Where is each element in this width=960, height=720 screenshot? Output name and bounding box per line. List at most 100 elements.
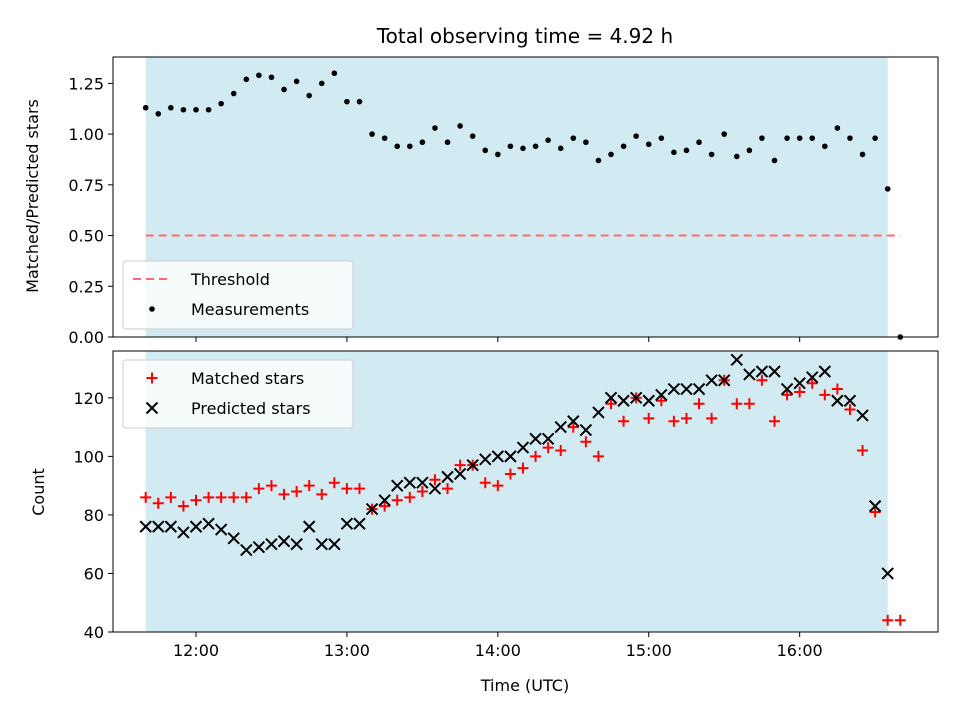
matched-star-point — [240, 491, 252, 503]
legend-box — [122, 359, 354, 429]
measurement-point — [884, 186, 891, 192]
measurement-point — [809, 135, 816, 141]
legend: Threshold Measurements — [122, 260, 354, 330]
measurement-point — [557, 145, 564, 152]
predicted-star-point — [441, 470, 454, 484]
matched-star-point — [643, 412, 655, 424]
predicted-star-point — [453, 467, 467, 481]
matched-star-point — [794, 386, 806, 398]
matched-star-point — [165, 491, 177, 503]
matched-star-point — [152, 497, 164, 509]
predicted-star-point — [466, 458, 479, 472]
measurement-point — [193, 106, 199, 113]
predicted-star-point — [240, 543, 253, 557]
predicted-star-point — [277, 535, 291, 548]
matched-star-point — [605, 398, 617, 410]
measurement-point — [696, 139, 702, 146]
measurement-point — [457, 123, 463, 129]
measurement-point — [796, 135, 803, 141]
measurement-point — [746, 147, 753, 154]
measurement-point — [419, 139, 426, 146]
measurement-point — [432, 125, 438, 131]
matched-star-point — [668, 415, 680, 427]
measurement-point — [608, 151, 614, 158]
y-tick-label: 100 — [73, 447, 104, 466]
predicted-star-point — [340, 517, 354, 530]
predicted-star-point — [265, 537, 278, 551]
measurement-point — [834, 125, 841, 131]
measurement-point — [230, 90, 237, 97]
predicted-star-point — [428, 482, 442, 495]
predicted-star-point — [856, 409, 869, 422]
predicted-star-point — [843, 394, 857, 407]
predicted-star-point — [868, 499, 882, 513]
y-tick-label: 80 — [84, 506, 104, 525]
matched-star-point — [228, 491, 240, 503]
matched-star-point — [769, 415, 781, 427]
predicted-star-point — [252, 540, 266, 554]
y-tick-label: 0.00 — [68, 328, 104, 347]
predicted-star-point — [214, 523, 228, 536]
predicted-star-point — [692, 382, 706, 396]
matched-star-point — [542, 442, 554, 454]
measurement-point — [520, 145, 526, 152]
matched-star-point — [328, 477, 340, 489]
predicted-star-point — [818, 365, 832, 378]
ratio-panel: 0.00 0.25 0.50 0.75 1.00 1.25 Threshold Measure… — [68, 56, 939, 347]
predicted-star-point — [881, 567, 894, 580]
measurement-point — [205, 106, 212, 113]
y-tick-label: 1.25 — [68, 74, 104, 93]
measurement-point — [293, 78, 300, 85]
matched-star-point — [303, 480, 315, 492]
predicted-star-point — [290, 537, 303, 551]
predicted-star-point — [743, 368, 756, 381]
matched-star-point — [517, 462, 529, 474]
legend-label: Predicted stars — [191, 399, 311, 418]
predicted-star-point — [717, 374, 731, 387]
matched-star-point — [857, 445, 869, 457]
y-tick-label: 60 — [84, 564, 104, 583]
measurement-point — [822, 143, 828, 150]
matched-star-point — [190, 494, 202, 506]
measurement-point — [570, 135, 577, 141]
measurement-point — [256, 72, 262, 79]
legend-box — [122, 260, 354, 330]
matched-star-point — [454, 459, 466, 471]
predicted-star-point — [353, 517, 366, 530]
matched-star-point — [291, 486, 303, 497]
x-tick-label: 13:00 — [324, 641, 370, 660]
predicted-star-point — [793, 376, 806, 390]
predicted-star-point — [177, 526, 190, 539]
predicted-star-point — [730, 353, 743, 366]
axes-frame — [112, 350, 939, 633]
predicted-star-point — [680, 382, 693, 396]
matched-star-point — [253, 483, 265, 495]
measurement-point — [721, 131, 728, 137]
predicted-star-point — [164, 520, 178, 533]
measurement-point — [168, 104, 174, 111]
matched-star-point — [530, 450, 542, 462]
measurement-point — [645, 141, 652, 148]
measurement-point — [356, 98, 363, 105]
measurement-point — [218, 100, 224, 107]
predicted-star-point — [529, 432, 542, 446]
measurement-point — [344, 98, 350, 105]
predicted-star-point — [139, 520, 152, 533]
matched-star-point — [504, 468, 516, 480]
predicted-star-point — [365, 502, 379, 516]
x-tick-label: 15:00 — [626, 641, 672, 660]
matched-star-point — [869, 506, 881, 518]
matched-star-point — [567, 421, 579, 433]
measurement-point — [268, 74, 275, 81]
predicted-star-point — [541, 432, 555, 446]
matched-star-point — [429, 474, 441, 486]
predicted-star-point — [403, 476, 417, 489]
legend-label: Matched stars — [191, 369, 304, 388]
predicted-star-point — [416, 476, 429, 489]
y-tick-label: 0.50 — [68, 227, 104, 246]
measurement-point — [155, 111, 162, 117]
ratio-y-axis-label: Matched/Predicted stars — [23, 99, 42, 293]
measurement-point — [482, 147, 489, 154]
matched-star-point — [882, 614, 894, 626]
matched-star-point — [391, 494, 403, 506]
